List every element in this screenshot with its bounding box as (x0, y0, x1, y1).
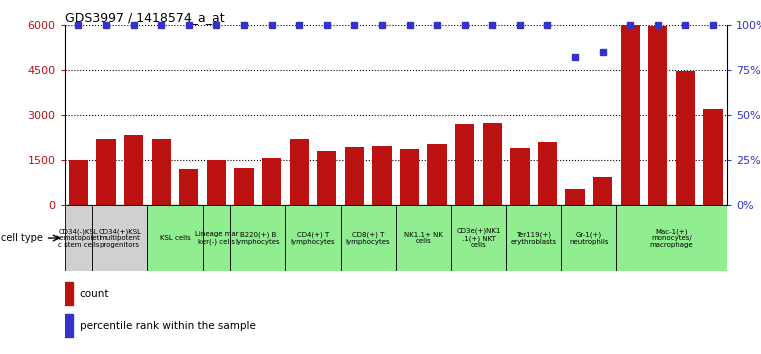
Text: Gr-1(+)
neutrophils: Gr-1(+) neutrophils (569, 232, 609, 245)
Bar (593, 177, 613, 205)
Text: B220(+) B
lymphocytes: B220(+) B lymphocytes (235, 232, 280, 245)
Bar (68, 160, 88, 205)
Bar (92, 205, 148, 271)
Bar (179, 169, 199, 205)
Bar (451, 205, 506, 271)
Bar (703, 109, 723, 205)
Bar (262, 158, 282, 205)
Bar (561, 205, 616, 271)
Bar (65, 205, 92, 271)
Bar (400, 149, 419, 205)
Bar (65, 314, 73, 337)
Bar (565, 189, 584, 205)
Text: Mac-1(+)
monocytes/
macrophage: Mac-1(+) monocytes/ macrophage (650, 228, 693, 248)
Bar (372, 146, 392, 205)
Text: KSL cells: KSL cells (160, 235, 190, 241)
Text: Ter119(+)
erythroblasts: Ter119(+) erythroblasts (511, 232, 557, 245)
Bar (230, 205, 285, 271)
Bar (428, 144, 447, 205)
Bar (151, 139, 171, 205)
Bar (538, 142, 557, 205)
Bar (341, 205, 396, 271)
Text: CD3e(+)NK1
.1(+) NKT
cells: CD3e(+)NK1 .1(+) NKT cells (457, 228, 501, 248)
Bar (510, 148, 530, 205)
Text: CD8(+) T
lymphocytes: CD8(+) T lymphocytes (345, 232, 390, 245)
Text: count: count (80, 289, 109, 299)
Text: CD34(+)KSL
multipotent
progenitors: CD34(+)KSL multipotent progenitors (98, 228, 142, 248)
Text: CD34(-)KSL
hematopoieti
c stem cells: CD34(-)KSL hematopoieti c stem cells (56, 228, 102, 248)
Bar (506, 205, 561, 271)
Bar (124, 135, 143, 205)
Bar (65, 282, 73, 305)
Text: GDS3997 / 1418574_a_at: GDS3997 / 1418574_a_at (65, 11, 224, 24)
Bar (207, 160, 226, 205)
Bar (620, 22, 640, 205)
Text: NK1.1+ NK
cells: NK1.1+ NK cells (404, 232, 443, 245)
Bar (97, 139, 116, 205)
Bar (289, 139, 309, 205)
Text: CD4(+) T
lymphocytes: CD4(+) T lymphocytes (291, 232, 336, 245)
Bar (317, 151, 336, 205)
Text: cell type: cell type (1, 233, 43, 243)
Bar (616, 205, 727, 271)
Text: percentile rank within the sample: percentile rank within the sample (80, 321, 256, 331)
Bar (234, 168, 253, 205)
Bar (285, 205, 341, 271)
Bar (148, 205, 202, 271)
Bar (676, 72, 695, 205)
Bar (396, 205, 451, 271)
Bar (455, 124, 474, 205)
Bar (482, 122, 502, 205)
Bar (648, 26, 667, 205)
Bar (202, 205, 230, 271)
Bar (345, 147, 364, 205)
Text: Lineage mar
ker(-) cells: Lineage mar ker(-) cells (195, 232, 238, 245)
